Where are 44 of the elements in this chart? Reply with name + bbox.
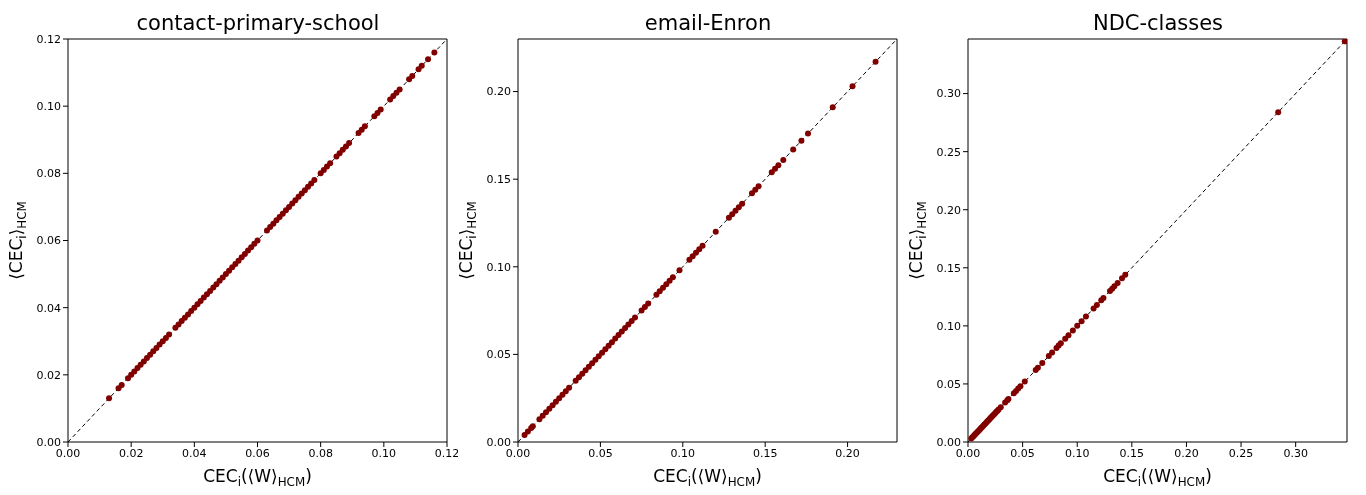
y-tick-label: 0.06 (36, 234, 61, 248)
x-tick-label: 0.00 (955, 446, 981, 460)
x-tick-label: 0.10 (371, 446, 397, 460)
y-tick-label: 0.10 (486, 260, 511, 274)
x-tick-label: 0.02 (118, 446, 144, 460)
y-tick-label: 0.05 (936, 377, 961, 391)
y-tick-label: 0.00 (936, 435, 961, 449)
chart-title: email-Enron (644, 11, 772, 35)
y-tick-label: 0.20 (936, 203, 961, 217)
x-tick-label: 0.05 (1010, 446, 1035, 460)
y-tick-label: 0.20 (486, 85, 511, 99)
x-tick-label: 0.25 (1228, 446, 1254, 460)
chart-title: contact-primary-school (136, 11, 380, 35)
x-tick-label: 0.20 (835, 446, 860, 460)
x-tick-label: 0.10 (670, 446, 696, 460)
y-tick-label: 0.30 (936, 87, 961, 101)
x-tick-label: 0.20 (1174, 446, 1199, 460)
x-tick-label: 0.00 (505, 446, 531, 460)
x-tick-label: 0.06 (245, 446, 270, 460)
y-tick-label: 0.05 (486, 348, 511, 362)
x-tick-label: 0.12 (434, 446, 460, 460)
x-tick-label: 0.15 (752, 446, 778, 460)
x-axis-title: CEC$_{i}$(⟨W⟩$_{HCM}$) (653, 466, 762, 489)
chart-title: NDC-classes (1092, 11, 1224, 35)
x-tick-label: 0.30 (1283, 446, 1308, 460)
y-tick-label: 0.10 (36, 100, 61, 114)
x-axis-title: CEC$_{i}$(⟨W⟩$_{HCM}$) (203, 466, 312, 489)
y-tick-label: 0.04 (36, 301, 61, 315)
y-tick-label: 0.02 (36, 368, 61, 382)
y-tick-label: 0.15 (936, 261, 961, 275)
x-axis-title: CEC$_{i}$(⟨W⟩$_{HCM}$) (1103, 466, 1212, 489)
y-tick-label: 0.25 (936, 145, 961, 159)
y-tick-label: 0.08 (36, 167, 61, 181)
x-tick-label: 0.08 (308, 446, 333, 460)
x-tick-label: 0.10 (1064, 446, 1090, 460)
y-tick-label: 0.12 (36, 32, 61, 46)
y-tick-label: 0.15 (486, 173, 511, 187)
x-tick-label: 0.04 (182, 446, 207, 460)
y-tick-label: 0.00 (36, 435, 61, 449)
y-tick-label: 0.00 (486, 435, 511, 449)
x-tick-label: 0.00 (55, 446, 81, 460)
y-tick-label: 0.10 (936, 319, 961, 333)
x-tick-label: 0.05 (588, 446, 613, 460)
x-tick-label: 0.15 (1119, 446, 1145, 460)
